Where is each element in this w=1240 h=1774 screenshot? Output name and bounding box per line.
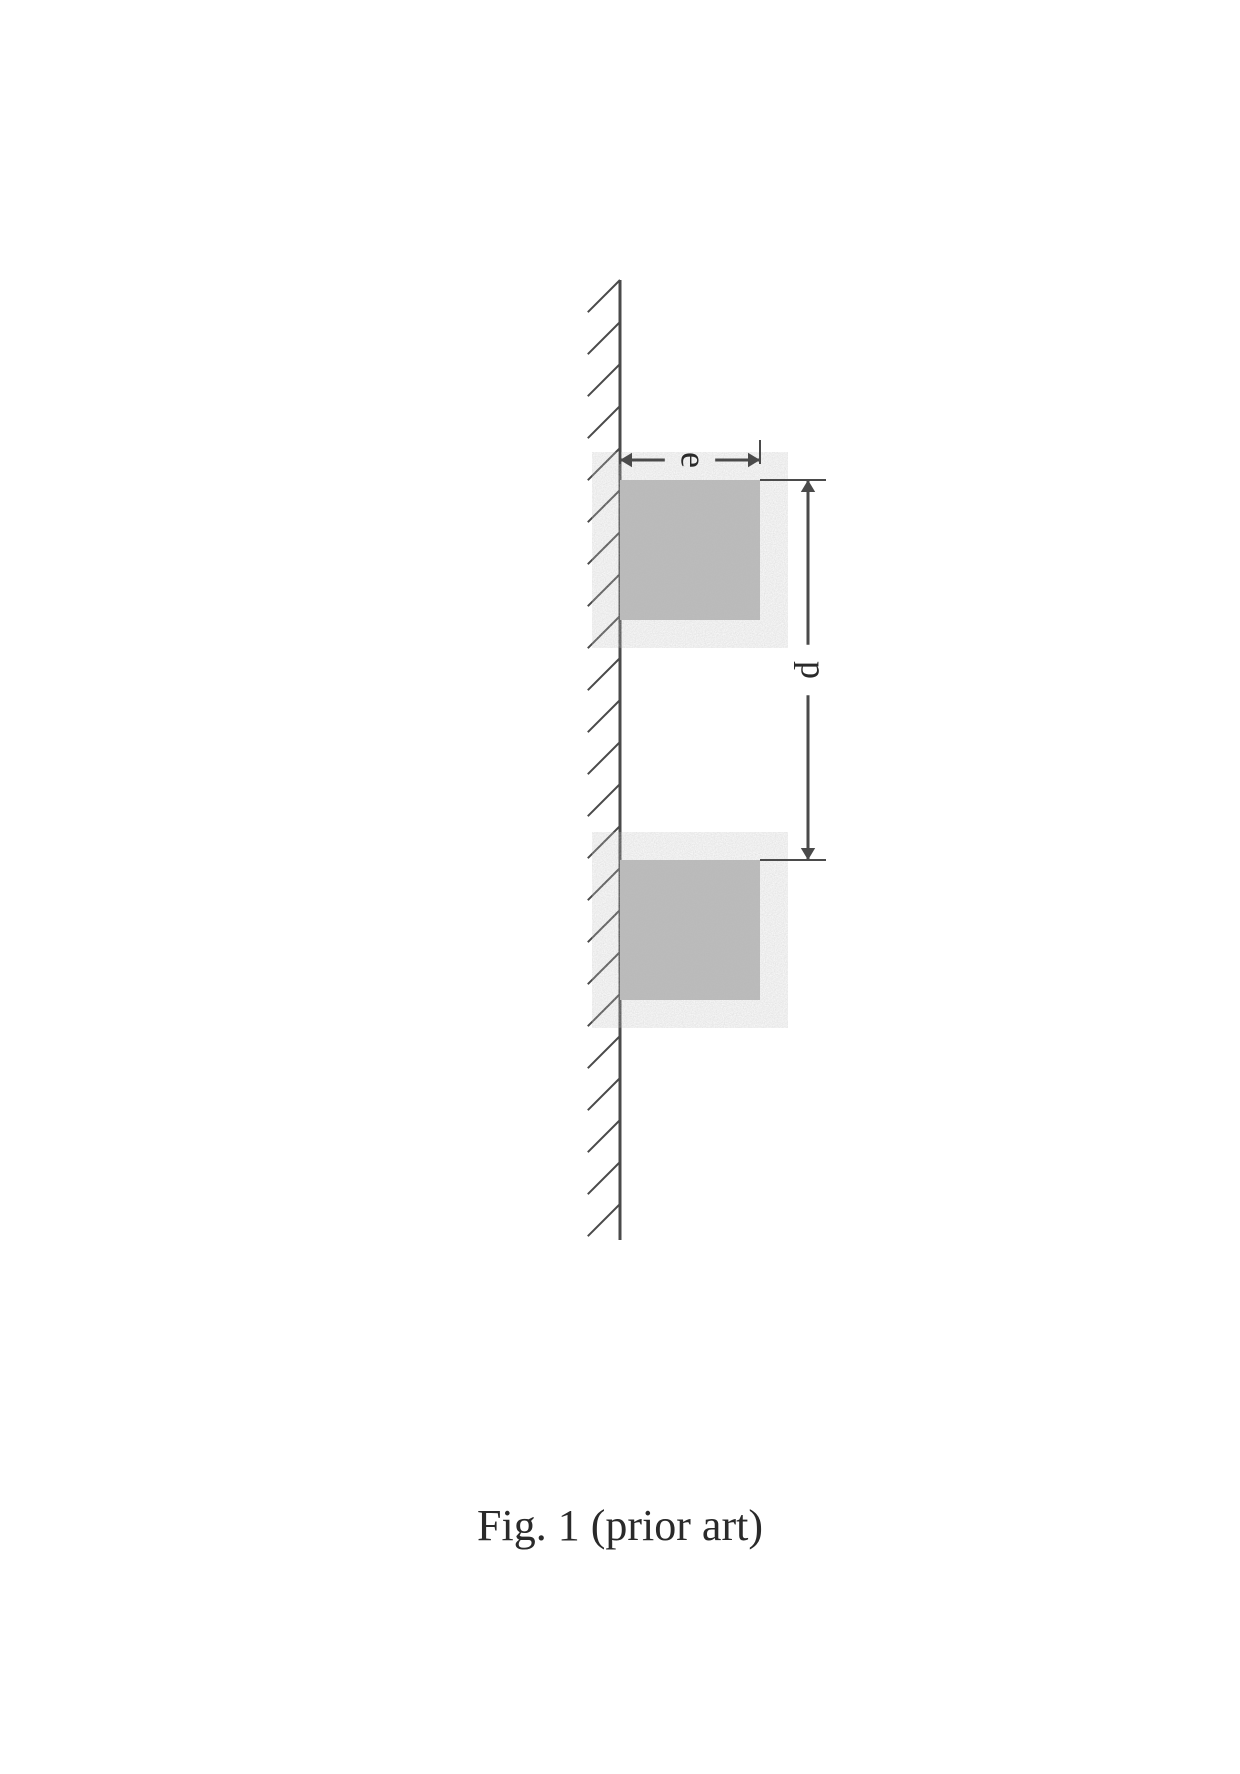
block	[620, 480, 760, 620]
diagram-group: ep	[588, 280, 834, 1240]
block	[620, 860, 760, 1000]
dimension-label: p	[794, 661, 834, 679]
page: ep Fig. 1 (prior art)	[0, 0, 1240, 1774]
dimension-label: e	[674, 452, 714, 468]
figure-caption: Fig. 1 (prior art)	[0, 1500, 1240, 1551]
